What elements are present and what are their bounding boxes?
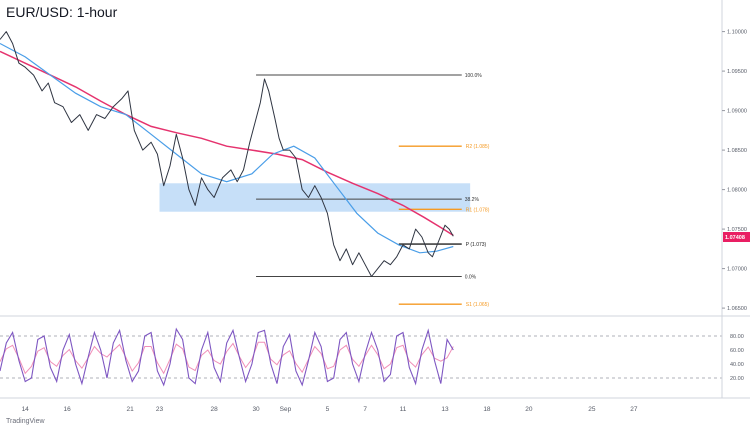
price-tick-label: 1.07500	[727, 227, 747, 233]
chart-title: EUR/USD: 1-hour	[6, 4, 118, 20]
time-tick-label: 30	[252, 406, 260, 413]
time-tick-label: 18	[483, 406, 491, 413]
time-tick-label: 14	[22, 406, 30, 413]
pivot-label: R2 (1.085)	[466, 144, 490, 150]
tradingview-watermark: TradingView	[6, 418, 45, 425]
oscillator-tick-label: 80.00	[730, 334, 744, 340]
price-line	[0, 31, 454, 277]
oscillator-tick-label: 20.00	[730, 376, 744, 382]
price-tick-label: 1.06500	[727, 306, 747, 312]
fib-label: 0.0%	[465, 275, 477, 281]
axes: 1.10000 1.09500 1.09000 1.08500 1.08000 1.075…	[0, 0, 750, 413]
price-tick-label: 1.08000	[727, 188, 747, 194]
oscillator-tick-label: 40.00	[730, 362, 744, 368]
resistance-zone	[159, 183, 471, 212]
time-tick-label: 27	[630, 406, 638, 413]
fib-label: 38.2%	[465, 197, 480, 203]
oscillator-k-line	[0, 327, 454, 387]
price-tick-label: 1.07000	[727, 267, 747, 273]
price-tick-label: 1.10000	[727, 30, 747, 36]
pivot-label: S1 (1.065)	[466, 302, 490, 308]
oscillator-pane	[0, 327, 722, 387]
fib-label: 100.0%	[465, 73, 483, 79]
current-price-label: 1.07408	[725, 235, 745, 241]
time-tick-label: 16	[64, 406, 72, 413]
main-pane: 100.0% 38.2% 0.0% R2 (1.085) R1 (1.078) P (1.…	[0, 31, 490, 308]
price-tick-label: 1.08500	[727, 148, 747, 154]
pivot-label: P (1.073)	[466, 242, 487, 248]
time-tick-label: 28	[210, 406, 218, 413]
price-tick-label: 1.09000	[727, 109, 747, 115]
pivot-label: R1 (1.078)	[466, 207, 490, 213]
ema-fast-line	[0, 42, 454, 254]
time-tick-label: 7	[363, 406, 367, 413]
oscillator-tick-label: 60.00	[730, 348, 744, 354]
time-tick-label: 13	[441, 406, 449, 413]
time-tick-label: 23	[156, 406, 164, 413]
price-tick-label: 1.09500	[727, 69, 747, 75]
current-price-badge	[723, 232, 750, 242]
time-tick-label: 11	[400, 406, 407, 413]
ema-slow-line	[0, 50, 454, 237]
time-tick-label: 5	[326, 406, 330, 413]
time-tick-label: 21	[127, 406, 135, 413]
time-tick-label: 25	[588, 406, 596, 413]
oscillator-d-line	[0, 341, 454, 375]
time-tick-label: 20	[525, 406, 533, 413]
time-tick-label: Sep	[280, 406, 292, 413]
